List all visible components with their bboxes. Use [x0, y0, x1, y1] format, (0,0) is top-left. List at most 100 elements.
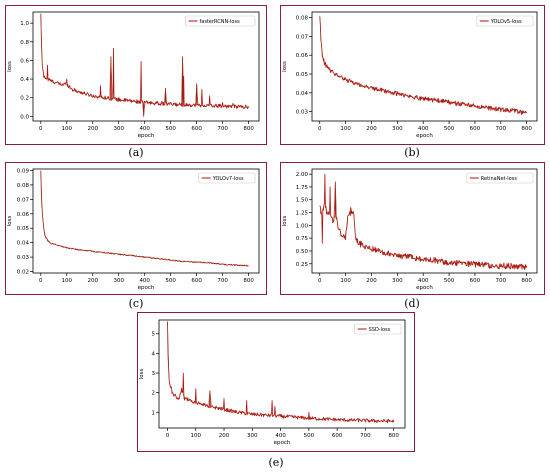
y-tick-label: 1.50 [296, 198, 309, 204]
legend-label: fasterRCNN-loss [200, 19, 241, 25]
y-tick-label: 0.04 [296, 91, 309, 97]
loss-series-markers [319, 181, 527, 271]
x-tick-label: 0 [318, 278, 322, 284]
y-tick-label: 0.07 [17, 197, 30, 203]
y-tick-label: 0.07 [296, 34, 309, 40]
caption-d: (d) [404, 297, 420, 310]
loss-chart-a: 0 100 200 300 400 500 600 700 800 0.0 0.2 0.4 0.6 0.8… [5, 5, 267, 145]
x-tick-label: 0 [318, 126, 322, 132]
x-axis-label: epoch [416, 285, 433, 291]
plot-area [311, 11, 538, 122]
x-tick-label: 400 [139, 278, 150, 284]
y-tick-label: 2 [152, 391, 156, 397]
y-tick-label: 0.50 [296, 249, 309, 255]
x-tick-label: 400 [418, 126, 429, 132]
caption-b: (b) [404, 146, 420, 159]
y-tick-label: 0.03 [296, 110, 309, 116]
x-tick-label: 100 [62, 126, 73, 132]
panel-frame [5, 162, 267, 295]
x-tick-label: 200 [219, 433, 230, 439]
loss-chart-c: 0 100 200 300 400 500 600 700 800 0.02 0.03 0.04 0.0… [5, 162, 267, 295]
chart-panel-b: 0 100 200 300 400 500 600 700 800 0.03 0.04 0.05 0.0… [280, 5, 545, 145]
legend-box [476, 15, 534, 27]
x-axis-label: epoch [274, 440, 291, 446]
x-tick-label: 800 [388, 433, 399, 439]
x-tick-label: 0 [166, 433, 170, 439]
x-tick-label: 700 [217, 278, 228, 284]
y-tick-label: 1 [152, 410, 156, 416]
y-tick-label: 2.00 [296, 172, 309, 178]
legend-label: YOLOv7-loss [212, 176, 244, 182]
y-tick-label: 0.09 [17, 168, 30, 174]
x-tick-label: 100 [340, 278, 351, 284]
y-axis-label: loss [7, 216, 13, 227]
y-tick-label: 1.00 [296, 223, 309, 229]
plot-area [32, 11, 260, 122]
loss-series-markers [167, 321, 394, 423]
x-axis-label: epoch [138, 285, 155, 291]
y-tick-label: 0.03 [17, 255, 30, 261]
loss-series-line [319, 16, 528, 115]
x-tick-label: 800 [521, 278, 532, 284]
y-tick-label: 0.4 [20, 77, 29, 83]
x-axis-label: epoch [416, 133, 433, 139]
y-tick-label: 0.6 [20, 58, 29, 64]
x-tick-label: 600 [470, 278, 481, 284]
legend-label: SSD-loss [369, 327, 391, 333]
y-tick-label: 0.05 [296, 72, 309, 78]
legend-box [198, 172, 256, 184]
plot-area [158, 319, 406, 429]
x-tick-label: 200 [87, 278, 98, 284]
x-tick-label: 200 [366, 278, 377, 284]
y-tick-label: 0.08 [296, 16, 309, 22]
loss-chart-d: 0 100 200 300 400 500 600 700 800 0.25 0.50 0.75 1.0… [280, 162, 545, 295]
y-axis-label: loss [139, 369, 145, 380]
y-tick-label: 4 [152, 351, 156, 357]
panel-frame [5, 5, 267, 145]
x-axis-label: epoch [138, 133, 155, 139]
x-tick-label: 700 [360, 433, 371, 439]
y-tick-label: 0.05 [17, 226, 30, 232]
legend-box [354, 323, 402, 335]
panel-frame [280, 162, 545, 295]
x-tick-label: 300 [247, 433, 258, 439]
y-tick-label: 0.75 [296, 236, 309, 242]
x-tick-label: 0 [39, 278, 43, 284]
panel-frame [280, 5, 545, 145]
x-tick-label: 700 [496, 126, 507, 132]
y-tick-label: 0.06 [296, 53, 309, 59]
x-tick-label: 600 [332, 433, 343, 439]
x-tick-label: 700 [217, 126, 228, 132]
chart-panel-a: 0 100 200 300 400 500 600 700 800 0.0 0.2 0.4 0.6 0.8… [5, 5, 267, 145]
panel-frame [137, 312, 415, 452]
loss-series-markers [319, 16, 527, 116]
x-tick-label: 600 [191, 278, 202, 284]
y-tick-label: 0.0 [20, 114, 29, 120]
x-tick-label: 100 [62, 278, 73, 284]
plot-area [32, 168, 260, 274]
x-tick-label: 400 [275, 433, 286, 439]
x-tick-label: 800 [521, 126, 532, 132]
x-tick-label: 200 [87, 126, 98, 132]
y-tick-label: 1.75 [296, 185, 309, 191]
chart-panel-d: 0 100 200 300 400 500 600 700 800 0.25 0.50 0.75 1.0… [280, 162, 545, 295]
x-tick-label: 500 [444, 278, 455, 284]
caption-c: (c) [128, 297, 144, 310]
x-tick-label: 800 [243, 278, 254, 284]
x-tick-label: 600 [191, 126, 202, 132]
x-tick-label: 400 [418, 278, 429, 284]
x-tick-label: 300 [113, 278, 124, 284]
x-tick-label: 500 [165, 278, 176, 284]
x-tick-label: 300 [392, 278, 403, 284]
x-tick-label: 600 [470, 126, 481, 132]
x-tick-label: 400 [139, 126, 150, 132]
legend-label: RetinaNet-loss [481, 176, 518, 182]
loss-chart-e: 0 100 200 300 400 500 600 700 800 1 2 3 4 5 epoch loss S… [137, 312, 415, 452]
x-tick-label: 500 [165, 126, 176, 132]
y-tick-label: 1.0 [20, 21, 29, 27]
y-tick-label: 0.2 [20, 96, 29, 102]
x-tick-label: 700 [496, 278, 507, 284]
y-axis-label: loss [7, 61, 13, 72]
legend-box [466, 172, 534, 184]
chart-panel-c: 0 100 200 300 400 500 600 700 800 0.02 0.03 0.04 0.0… [5, 162, 267, 295]
